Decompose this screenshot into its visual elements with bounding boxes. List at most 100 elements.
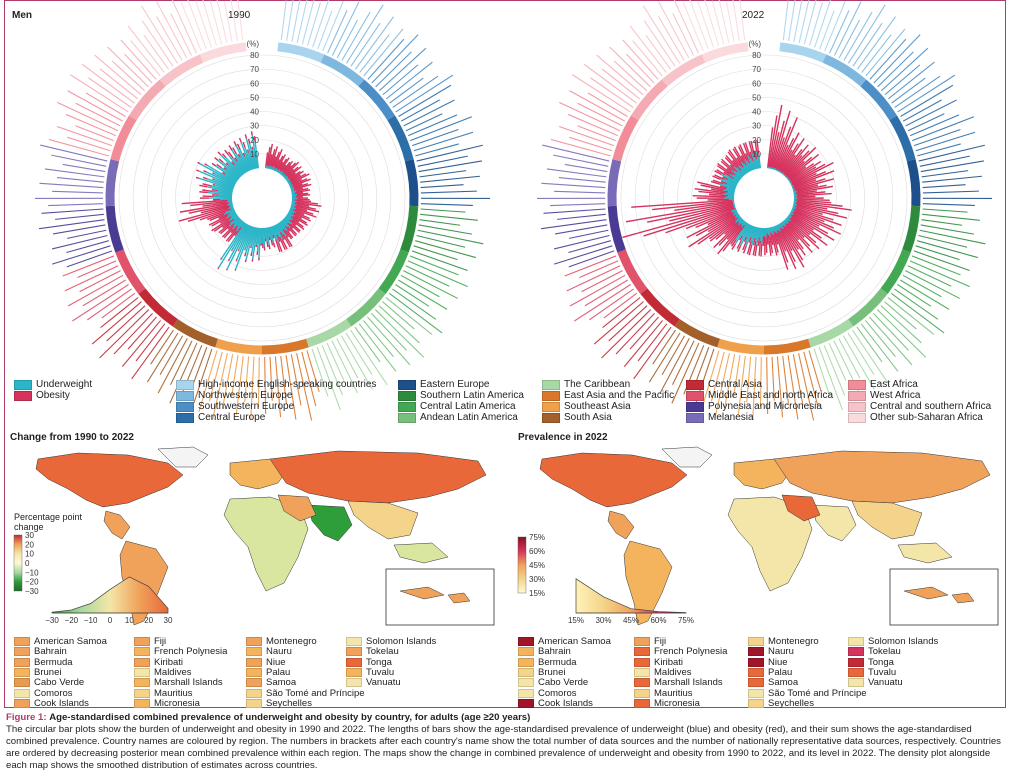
country-label [550,138,611,157]
right-island-item: Cabo Verde [518,677,588,688]
country-label [420,213,478,221]
country-label [69,74,129,113]
obesity-bar [232,147,237,155]
obesity-bar [731,238,737,247]
underweight-bar [227,164,242,178]
underweight-bar [723,193,735,196]
country-label [354,326,381,363]
country-label [894,288,939,320]
obesity-bar [206,211,226,221]
underweight-bar [733,177,740,183]
underweight-bar [235,225,253,270]
island-label: Cook Islands [34,697,89,709]
obesity-bar [746,241,752,255]
island-label: Samoa [768,677,799,689]
colorbar-tick: −20 [25,578,39,587]
island-swatch [848,667,864,677]
obesity-bar [211,217,227,227]
obesity-bar [222,218,235,229]
country-label [51,234,108,250]
caption-figure-label: Figure 1: [6,712,47,723]
underweight-bar [732,211,739,216]
right-island-item: Maldives [634,667,692,678]
country-label [759,356,762,407]
middle-east-shape [781,494,821,522]
country-label [345,332,373,375]
underweight-bar [792,187,795,190]
obesity-bar [782,228,804,261]
country-label [808,350,822,392]
obesity-bar [625,202,734,223]
country-label [420,190,477,194]
country-label [880,305,922,344]
underweight-bar [792,207,796,210]
underweight-bar [741,221,747,228]
obesity-bar [220,225,230,235]
underweight-bar [755,227,760,242]
country-label [52,245,111,265]
underweight-bar [214,178,235,188]
country-label [75,102,121,127]
country-label [873,34,921,84]
underweight-bar [228,202,233,205]
underweight-bar [240,221,246,228]
underweight-bar [793,203,797,206]
island-swatch [346,657,362,667]
underweight-bar [786,176,789,180]
country-label [135,323,166,362]
country-label [657,16,685,61]
obesity-bar [748,236,752,243]
obesity-bar [204,163,208,167]
obesity-bar [776,229,787,252]
island-swatch [14,647,30,657]
right-island-item: Nauru [748,646,794,657]
country-label [411,128,459,147]
region-ring-segment [889,115,916,162]
underweight-bar [732,174,741,181]
left-island-item: Tonga [346,657,392,668]
country-label [803,351,819,407]
left-island-item: Niue [246,657,286,668]
country-label [671,342,700,404]
country-label [280,0,287,41]
underweight-bar [278,222,284,230]
right-island-item: Vanuatu [848,677,903,688]
underweight-bar [740,161,749,173]
country-label [67,90,124,122]
underweight-bar [790,211,793,214]
obesity-bar [237,153,241,158]
country-label [869,316,913,366]
obesity-bar [718,224,740,246]
underweight-bar [291,191,296,194]
obesity-bar [723,171,735,180]
obesity-bar [295,201,322,207]
country-label [792,354,804,406]
obesity-bar [293,206,308,212]
country-label [346,4,384,64]
obesity-bar [794,184,819,192]
island-label: Tuvalu [868,666,897,678]
obesity-bar [273,151,280,167]
country-label [99,309,150,359]
underweight-bar [287,181,290,184]
underweight-bar [784,174,787,177]
island-label: Cabo Verde [34,677,85,689]
country-label [397,279,448,310]
underweight-bar [226,200,233,203]
figure-frame [4,0,1006,708]
obesity-bar [728,149,742,167]
density-tick: 60% [650,616,666,625]
left-island-item: São Tomé and Príncipe [246,688,365,699]
obesity-bar [227,151,234,159]
grid-ring [648,82,880,314]
inset-cuba-shape [399,586,445,600]
axis-tick-label: 30 [752,122,761,131]
country-label [79,270,121,293]
island-swatch [518,678,534,688]
underweight-bar [782,173,785,176]
island-swatch [634,698,650,708]
obesity-bar [709,216,739,240]
country-label [782,0,789,41]
obesity-bar [731,243,736,250]
